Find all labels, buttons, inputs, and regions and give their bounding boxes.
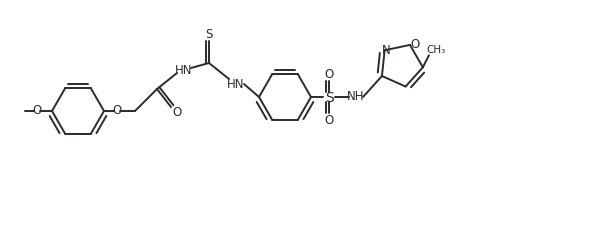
Text: O: O bbox=[112, 104, 122, 117]
Text: O: O bbox=[172, 105, 182, 118]
Text: O: O bbox=[325, 114, 334, 127]
Text: CH₃: CH₃ bbox=[426, 45, 446, 55]
Text: O: O bbox=[325, 68, 334, 81]
Text: O: O bbox=[410, 38, 419, 51]
Text: N: N bbox=[382, 44, 391, 57]
Text: NH: NH bbox=[347, 90, 365, 103]
Text: O: O bbox=[32, 104, 41, 117]
Text: HN: HN bbox=[175, 63, 193, 76]
Text: S: S bbox=[205, 27, 212, 40]
Text: S: S bbox=[325, 91, 334, 105]
Text: HN: HN bbox=[227, 77, 245, 90]
